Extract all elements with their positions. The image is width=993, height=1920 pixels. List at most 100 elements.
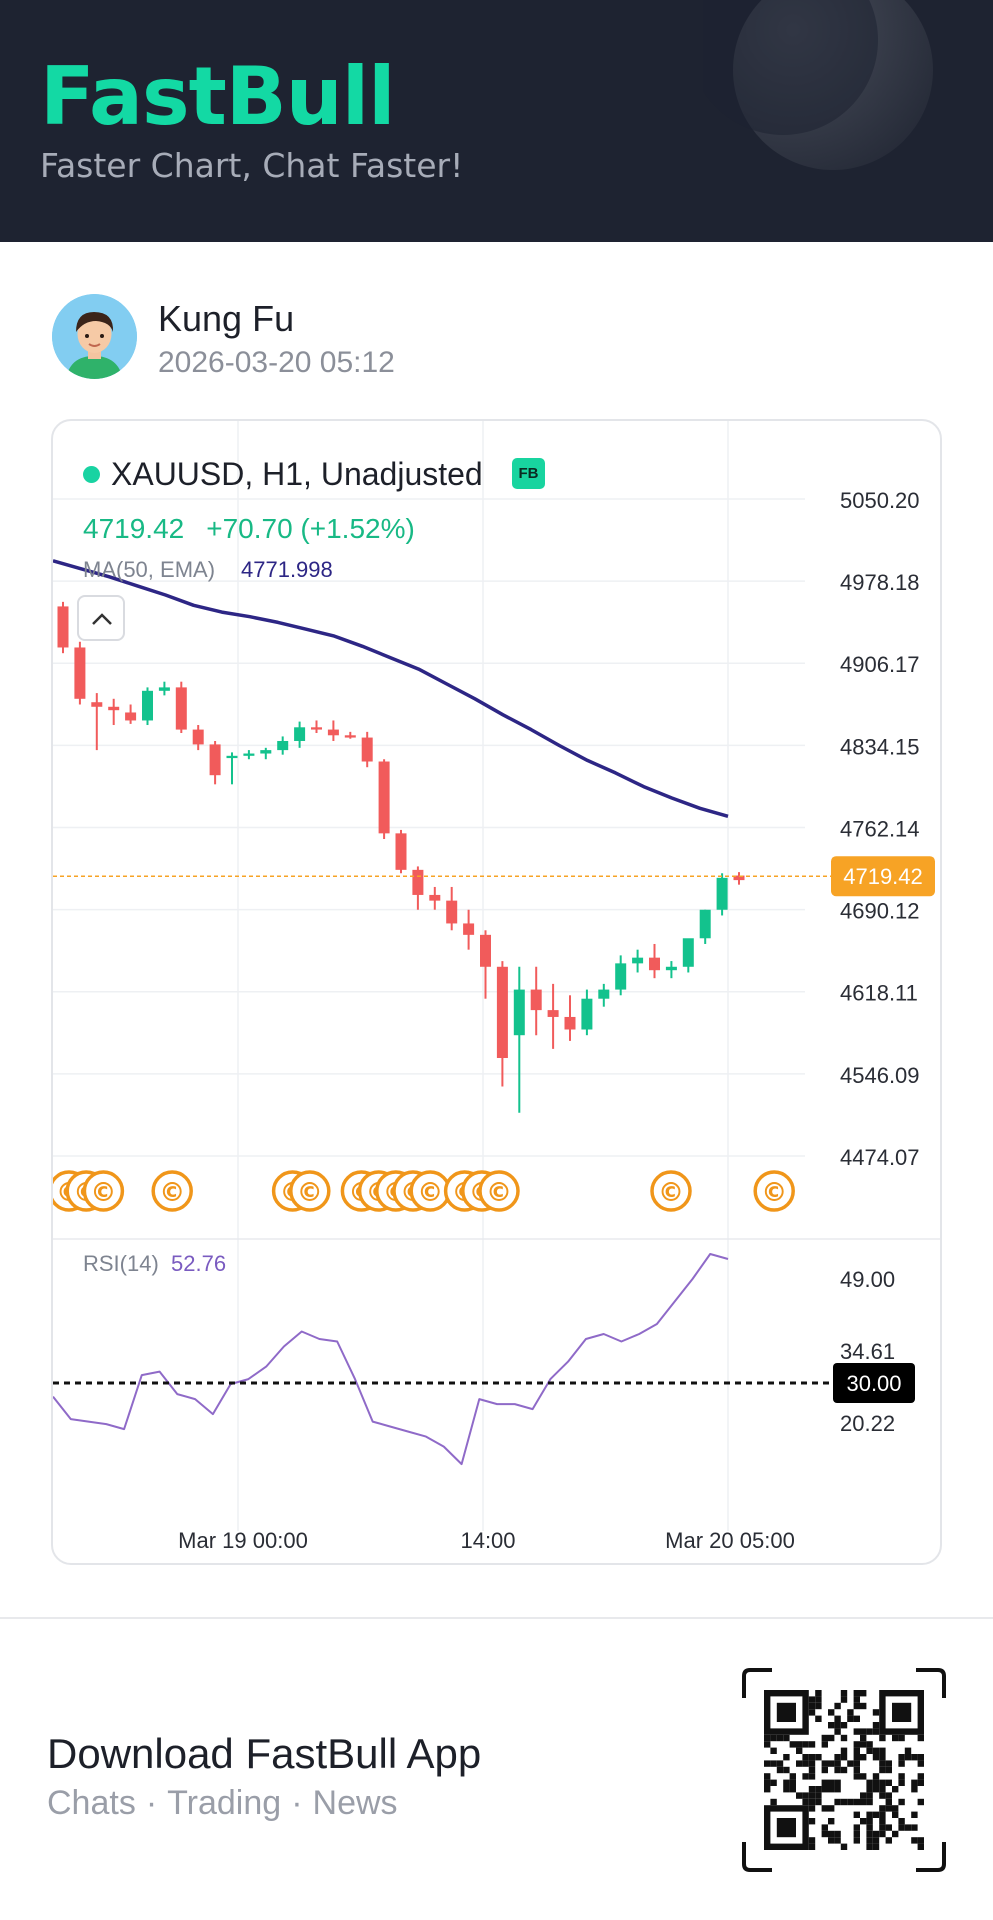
qr-module [821,1766,828,1774]
qr-module [860,1792,867,1799]
candle-body [91,702,103,707]
qr-module [898,1760,905,1767]
qr-module [834,1754,841,1761]
qr-module [783,1786,790,1793]
app-header: FastBull Faster Chart, Chat Faster! [0,0,993,242]
qr-module [808,1805,816,1812]
event-marker-glyph: © [90,1178,116,1208]
qr-module [834,1837,841,1844]
qr-module [911,1779,918,1786]
chart-card[interactable]: 5050.20 4978.18 4906.17 4834.15 4762.14 4690.… [51,419,942,1565]
y-tick-label: 4474.07 [840,1145,920,1170]
download-subtitle: Chats · Trading · News [47,1784,398,1823]
qr-module [879,1824,886,1831]
last-price-tag-label: 4719.42 [843,864,923,889]
rsi-line [53,1253,729,1466]
qr-module [917,1843,924,1850]
candle-body [649,957,660,971]
qr-module [840,1722,848,1729]
download-title[interactable]: Download FastBull App [47,1730,482,1777]
qr-module [828,1760,835,1767]
event-marker-glyph: © [297,1178,323,1208]
rsi-y-tick-label: 20.22 [840,1411,895,1436]
qr-module [904,1824,912,1831]
qr-module [853,1741,860,1748]
post-timestamp: 2026-03-20 05:12 [158,346,395,379]
qr-module [866,1818,873,1825]
qr-module [911,1837,918,1844]
qr-module [815,1786,822,1793]
qr-module [853,1728,860,1735]
candle-body [74,647,86,699]
subtitle-news: News [312,1784,398,1822]
brand-logo: FastBull [40,50,396,143]
event-marker-icon [478,1170,520,1212]
collapse-indicators-button[interactable] [77,595,125,641]
qr-module [828,1805,835,1812]
qr-module [917,1773,924,1780]
qr-module [834,1715,841,1722]
qr-module [866,1811,873,1818]
candle-body [344,735,356,738]
qr-module [866,1747,873,1754]
qr-module [789,1786,796,1793]
candle-body [564,1016,576,1030]
candle-body [294,727,306,741]
last-price-tag [831,856,935,897]
qr-module [853,1798,860,1806]
candle-body [125,712,137,721]
qr-module [879,1779,886,1786]
qr-module [879,1818,886,1825]
username[interactable]: Kung Fu [158,298,295,339]
qr-module [853,1766,860,1774]
qr-module [872,1786,880,1793]
qr-module [770,1779,777,1786]
qr-module [808,1702,816,1710]
qr-module [917,1734,924,1742]
qr-module [866,1824,873,1831]
qr-module [847,1709,854,1716]
qr-module [866,1728,873,1735]
qr-module [764,1773,771,1780]
qr-module [815,1754,822,1761]
qr-module [783,1734,790,1742]
qr-module [879,1786,886,1793]
candle-body [716,877,728,910]
qr-code-icon[interactable] [742,1668,946,1872]
qr-module [808,1760,816,1767]
qr-module [834,1760,841,1767]
qr-module [834,1779,841,1786]
qr-module [917,1760,924,1767]
qr-module [815,1715,822,1722]
qr-module [853,1747,860,1754]
price-summary: 4719.42 +70.70 (+1.52%) [83,513,415,545]
chart-symbol[interactable]: XAUUSD, H1, Unadjusted [111,456,483,492]
candle-body [480,934,491,967]
candle-body [327,729,339,736]
price-chart[interactable]: 5050.20 4978.18 4906.17 4834.15 4762.14 4690.… [53,421,942,1565]
qr-module [770,1798,777,1806]
qr-module [904,1747,912,1754]
qr-module [853,1754,860,1761]
qr-finder [776,1818,796,1838]
x-tick-label: Mar 19 00:00 [178,1528,308,1553]
qr-module [840,1690,848,1697]
qr-module [821,1786,828,1793]
qr-module [885,1766,892,1774]
candle-body [496,966,508,1059]
qr-module [840,1766,848,1774]
qr-module [917,1779,924,1786]
qr-module [834,1766,841,1774]
qr-module [847,1760,854,1767]
ema-line [53,559,729,818]
qr-module [802,1773,809,1780]
qr-module [815,1792,822,1799]
avatar[interactable] [52,294,137,379]
subtitle-separator: · [145,1784,158,1822]
qr-module [840,1798,848,1806]
qr-module [808,1766,816,1774]
event-marker-icon [753,1170,795,1212]
subtitle-chats: Chats [47,1784,136,1822]
qr-module [770,1760,777,1767]
qr-module [904,1754,912,1761]
